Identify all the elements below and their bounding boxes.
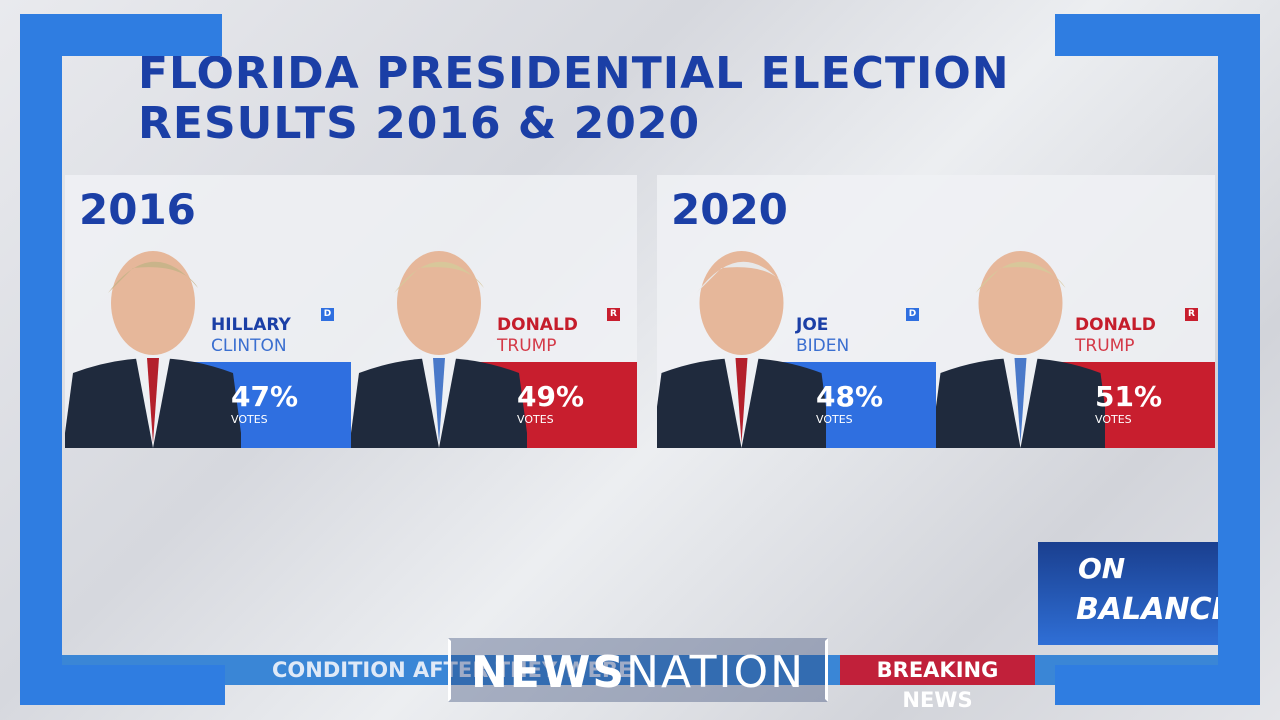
votes-label: VOTES: [816, 413, 853, 426]
vote-share: 49% VOTES: [517, 380, 584, 426]
frame: [1055, 665, 1260, 705]
party-badge: R: [1185, 308, 1198, 321]
first-name: HILLARY: [211, 315, 291, 335]
percentage: 51%: [1095, 380, 1163, 413]
last-name: BIDEN: [796, 336, 850, 356]
network-name: NATION: [626, 647, 806, 698]
vote-share: 47% VOTES: [231, 380, 298, 426]
network-logo: NEWSNATION: [448, 638, 828, 702]
last-name: TRUMP: [497, 336, 557, 356]
candidate-name: HILLARY CLINTON: [211, 315, 291, 357]
year: 2020: [671, 185, 788, 234]
first-name: DONALD: [497, 315, 578, 335]
year: 2016: [79, 185, 196, 234]
results-panel: 2020 JOE BIDEN D 48% VOTES DONALD TRUMP R 51% VO…: [657, 175, 1215, 448]
party-badge: R: [607, 308, 620, 321]
percentage: 48%: [816, 380, 884, 413]
show-logo: ON BALANCE: [1038, 542, 1232, 645]
frame: [20, 14, 62, 705]
frame: [1218, 14, 1260, 705]
candidate-photo: [351, 251, 527, 448]
party-badge: D: [906, 308, 919, 321]
candidate-photo: [936, 251, 1105, 448]
candidate-name: DONALD TRUMP: [497, 315, 578, 357]
show-name: ON: [1078, 552, 1126, 585]
title: FLORIDA PRESIDENTIAL ELECTION: [138, 48, 1010, 99]
candidate-photo: [65, 251, 241, 448]
vote-share: 51% VOTES: [1095, 380, 1162, 426]
votes-label: VOTES: [231, 413, 268, 426]
frame: [1055, 14, 1260, 56]
frame: [20, 14, 222, 56]
last-name: TRUMP: [1075, 336, 1135, 356]
frame: [20, 665, 225, 705]
results-panel: 2016 HILLARY CLINTON D 47% VOTES DONALD TRUMP…: [65, 175, 637, 448]
first-name: JOE: [796, 315, 829, 335]
percentage: 49%: [517, 380, 585, 413]
vote-share: 48% VOTES: [816, 380, 883, 426]
first-name: DONALD: [1075, 315, 1156, 335]
ticker-flag: BREAKING NEWS: [840, 655, 1035, 712]
percentage: 47%: [231, 380, 299, 413]
network-name: NEWS: [470, 647, 627, 698]
votes-label: VOTES: [517, 413, 554, 426]
party-badge: D: [321, 308, 334, 321]
show-name: BALANCE: [1076, 592, 1233, 627]
candidate-name: DONALD TRUMP: [1075, 315, 1156, 357]
votes-label: VOTES: [1095, 413, 1132, 426]
candidate-photo: [657, 251, 826, 448]
last-name: CLINTON: [211, 336, 287, 356]
candidate-name: JOE BIDEN: [796, 315, 849, 357]
title: RESULTS 2016 & 2020: [138, 98, 701, 149]
